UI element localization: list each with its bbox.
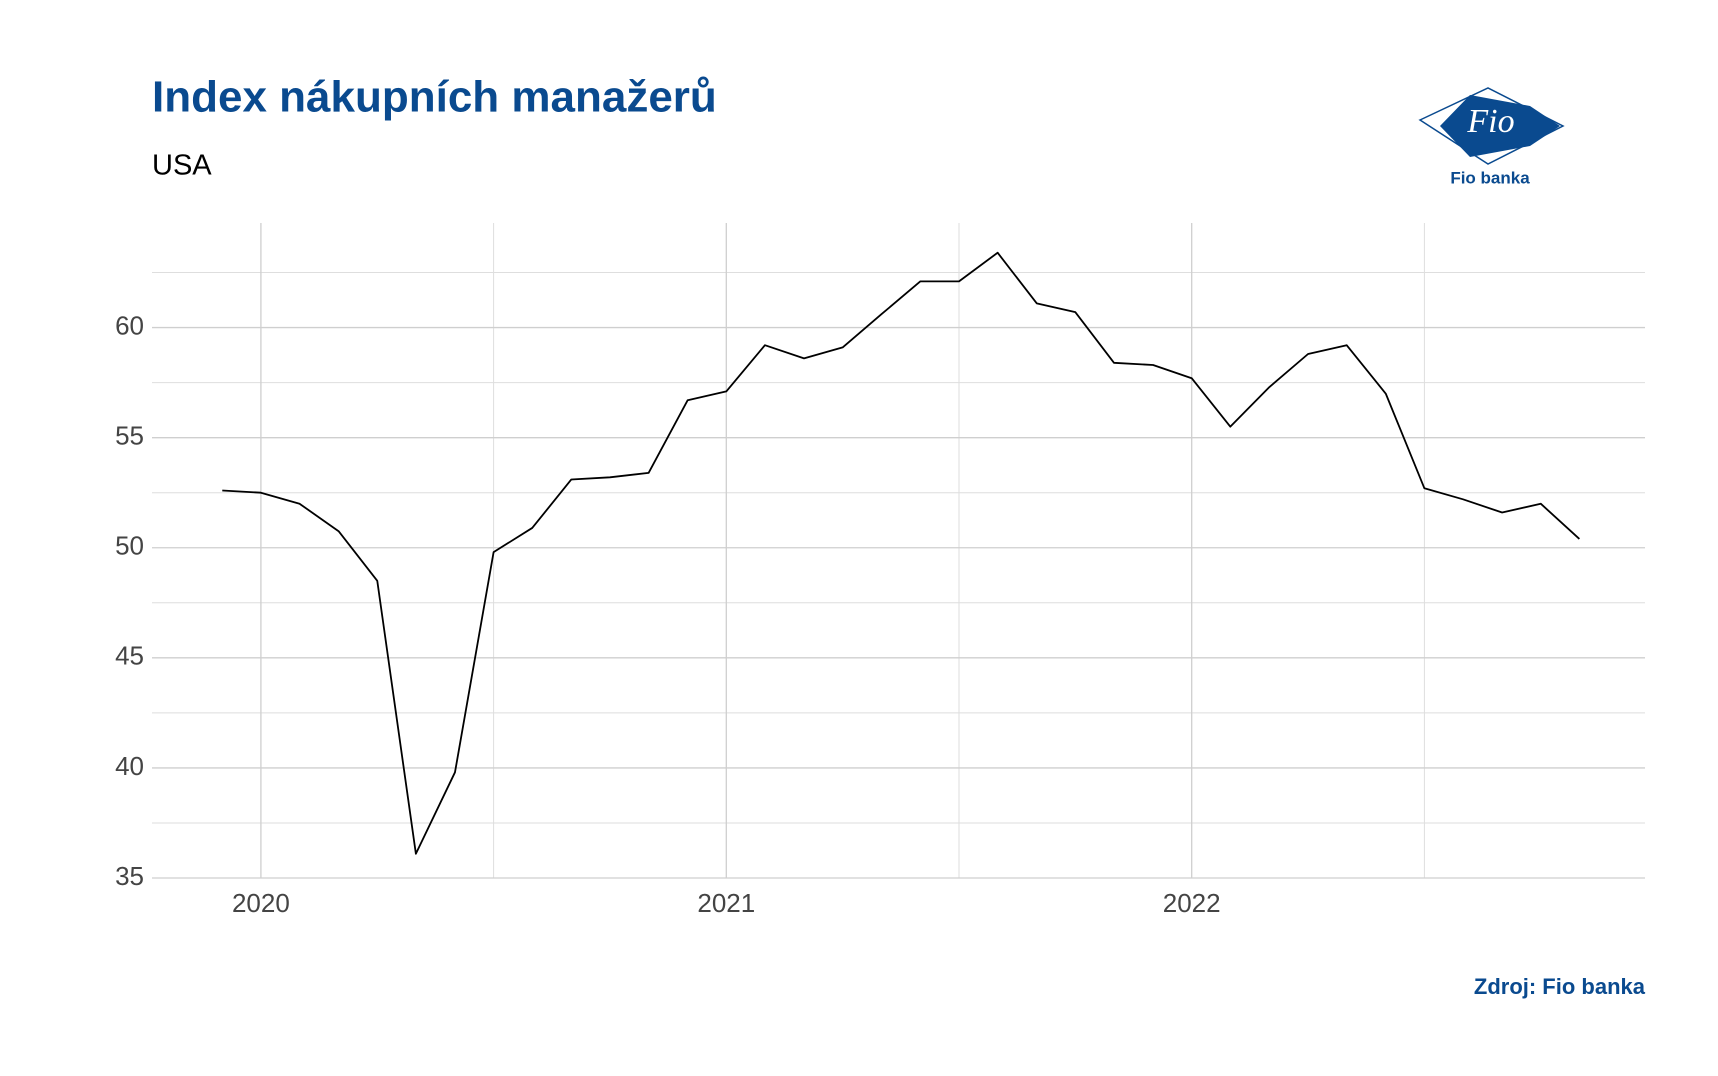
y-tick-label: 40: [115, 751, 144, 781]
logo-caption: Fio banka: [1450, 168, 1530, 187]
x-tick-label: 2022: [1163, 888, 1221, 918]
logo-mark: Fio: [1466, 103, 1514, 140]
x-tick-label: 2020: [232, 888, 290, 918]
x-tick-label: 2021: [697, 888, 755, 918]
source-note: Zdroj: Fio banka: [1474, 974, 1646, 999]
chart-title: Index nákupních manažerů: [152, 73, 717, 122]
y-tick-label: 50: [115, 531, 144, 561]
chart-subtitle: USA: [152, 150, 212, 182]
logo-shape: [1440, 95, 1560, 157]
y-tick-label: 60: [115, 310, 144, 340]
y-tick-label: 55: [115, 421, 144, 451]
line: [222, 251, 1580, 855]
logo: Fio Fio banka: [1418, 87, 1565, 187]
y-tick-label: 45: [115, 641, 144, 671]
y-tick-label: 35: [115, 861, 144, 891]
